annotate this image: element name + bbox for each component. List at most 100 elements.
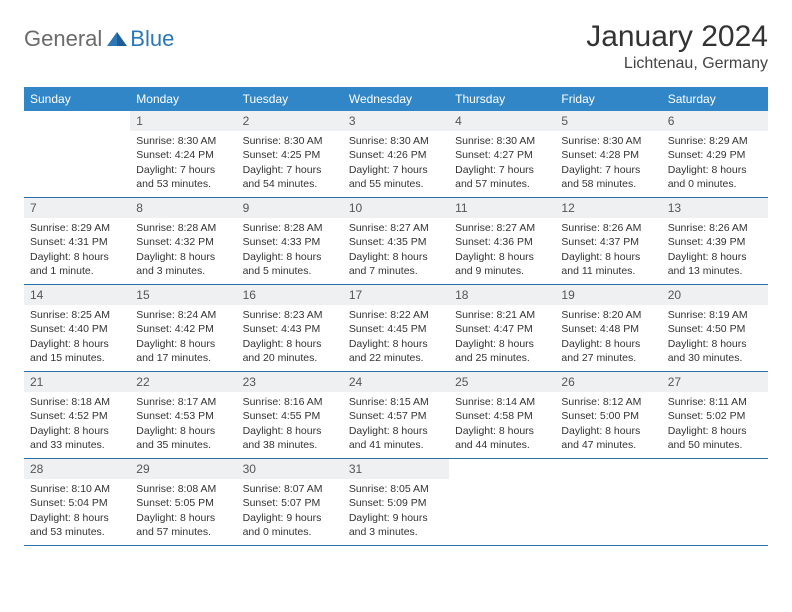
calendar-table: Sunday Monday Tuesday Wednesday Thursday… xyxy=(24,87,768,546)
day-number: 14 xyxy=(24,285,130,305)
sunrise-text: Sunrise: 8:17 AM xyxy=(136,395,230,409)
day-content: Sunrise: 8:16 AMSunset: 4:55 PMDaylight:… xyxy=(237,395,343,456)
daylight-text: Daylight: 8 hours and 9 minutes. xyxy=(455,250,549,278)
daylight-text: Daylight: 8 hours and 41 minutes. xyxy=(349,424,443,452)
calendar-week-row: 1Sunrise: 8:30 AMSunset: 4:24 PMDaylight… xyxy=(24,111,768,198)
calendar-day-cell: 18 Sunrise: 8:21 AMSunset: 4:47 PMDayligh… xyxy=(449,285,555,372)
sunset-text: Sunset: 4:57 PM xyxy=(349,409,443,423)
calendar-day-cell: 8Sunrise: 8:28 AMSunset: 4:32 PMDaylight… xyxy=(130,198,236,285)
calendar-day-cell xyxy=(449,459,555,546)
sunset-text: Sunset: 4:58 PM xyxy=(455,409,549,423)
day-content: Sunrise: 8:10 AMSunset: 5:04 PMDaylight:… xyxy=(24,482,130,543)
calendar-day-cell: 5Sunrise: 8:30 AMSunset: 4:28 PMDaylight… xyxy=(555,111,661,198)
sunset-text: Sunset: 4:39 PM xyxy=(668,235,762,249)
day-number: 19 xyxy=(555,285,661,305)
sunset-text: Sunset: 4:29 PM xyxy=(668,148,762,162)
sunset-text: Sunset: 4:42 PM xyxy=(136,322,230,336)
sunrise-text: Sunrise: 8:30 AM xyxy=(136,134,230,148)
calendar-day-cell xyxy=(24,111,130,198)
sunset-text: Sunset: 5:04 PM xyxy=(30,496,124,510)
day-number: 15 xyxy=(130,285,236,305)
logo: General Blue xyxy=(24,26,174,52)
calendar-day-cell: 2Sunrise: 8:30 AMSunset: 4:25 PMDaylight… xyxy=(237,111,343,198)
day-number: 10 xyxy=(343,198,449,218)
day-content: Sunrise: 8:15 AMSunset: 4:57 PMDaylight:… xyxy=(343,395,449,456)
sunrise-text: Sunrise: 8:30 AM xyxy=(455,134,549,148)
daylight-text: Daylight: 8 hours and 35 minutes. xyxy=(136,424,230,452)
calendar-day-cell: 14Sunrise: 8:25 AMSunset: 4:40 PMDayligh… xyxy=(24,285,130,372)
day-content xyxy=(449,482,555,486)
day-content xyxy=(24,134,130,138)
sunrise-text: Sunrise: 8:07 AM xyxy=(243,482,337,496)
sunset-text: Sunset: 5:00 PM xyxy=(561,409,655,423)
sunset-text: Sunset: 4:32 PM xyxy=(136,235,230,249)
sunset-text: Sunset: 4:31 PM xyxy=(30,235,124,249)
sunrise-text: Sunrise: 8:28 AM xyxy=(136,221,230,235)
calendar-day-cell: 28Sunrise: 8:10 AMSunset: 5:04 PMDayligh… xyxy=(24,459,130,546)
sunrise-text: Sunrise: 8:29 AM xyxy=(30,221,124,235)
sunrise-text: Sunrise: 8:19 AM xyxy=(668,308,762,322)
sunrise-text: Sunrise: 8:15 AM xyxy=(349,395,443,409)
daylight-text: Daylight: 7 hours and 54 minutes. xyxy=(243,163,337,191)
location: Lichtenau, Germany xyxy=(586,55,768,73)
day-content: Sunrise: 8:27 AMSunset: 4:36 PMDaylight:… xyxy=(449,221,555,282)
day-number: 16 xyxy=(237,285,343,305)
day-number: 30 xyxy=(237,459,343,479)
day-number: 13 xyxy=(662,198,768,218)
daylight-text: Daylight: 7 hours and 53 minutes. xyxy=(136,163,230,191)
daylight-text: Daylight: 8 hours and 38 minutes. xyxy=(243,424,337,452)
daylight-text: Daylight: 9 hours and 0 minutes. xyxy=(243,511,337,539)
day-number: 29 xyxy=(130,459,236,479)
daylight-text: Daylight: 8 hours and 25 minutes. xyxy=(455,337,549,365)
sunset-text: Sunset: 4:35 PM xyxy=(349,235,443,249)
sunset-text: Sunset: 5:07 PM xyxy=(243,496,337,510)
sunrise-text: Sunrise: 8:10 AM xyxy=(30,482,124,496)
day-content: Sunrise: 8:18 AMSunset: 4:52 PMDaylight:… xyxy=(24,395,130,456)
day-content: Sunrise: 8:30 AMSunset: 4:24 PMDaylight:… xyxy=(130,134,236,195)
day-number: 9 xyxy=(237,198,343,218)
sunrise-text: Sunrise: 8:27 AM xyxy=(349,221,443,235)
title-block: January 2024 Lichtenau, Germany xyxy=(586,20,768,73)
day-number: 7 xyxy=(24,198,130,218)
weekday-header: Saturday xyxy=(662,87,768,111)
calendar-day-cell: 27Sunrise: 8:11 AMSunset: 5:02 PMDayligh… xyxy=(662,372,768,459)
sunset-text: Sunset: 4:28 PM xyxy=(561,148,655,162)
sunrise-text: Sunrise: 8:21 AM xyxy=(455,308,549,322)
day-number: 2 xyxy=(237,111,343,131)
sunset-text: Sunset: 4:48 PM xyxy=(561,322,655,336)
sunset-text: Sunset: 4:55 PM xyxy=(243,409,337,423)
sunrise-text: Sunrise: 8:28 AM xyxy=(243,221,337,235)
month-title: January 2024 xyxy=(586,20,768,53)
daylight-text: Daylight: 8 hours and 33 minutes. xyxy=(30,424,124,452)
calendar-day-cell: 4Sunrise: 8:30 AMSunset: 4:27 PMDaylight… xyxy=(449,111,555,198)
sunset-text: Sunset: 4:47 PM xyxy=(455,322,549,336)
header: General Blue January 2024 Lichtenau, Ger… xyxy=(24,20,768,73)
day-content: Sunrise: 8:29 AMSunset: 4:29 PMDaylight:… xyxy=(662,134,768,195)
calendar-day-cell: 25Sunrise: 8:14 AMSunset: 4:58 PMDayligh… xyxy=(449,372,555,459)
calendar-day-cell: 19Sunrise: 8:20 AMSunset: 4:48 PMDayligh… xyxy=(555,285,661,372)
weekday-header: Tuesday xyxy=(237,87,343,111)
calendar-day-cell: 6Sunrise: 8:29 AMSunset: 4:29 PMDaylight… xyxy=(662,111,768,198)
calendar-day-cell: 7Sunrise: 8:29 AMSunset: 4:31 PMDaylight… xyxy=(24,198,130,285)
day-content: Sunrise: 8:21 AMSunset: 4:47 PMDaylight:… xyxy=(449,308,555,369)
day-content: Sunrise: 8:30 AMSunset: 4:27 PMDaylight:… xyxy=(449,134,555,195)
daylight-text: Daylight: 8 hours and 27 minutes. xyxy=(561,337,655,365)
sunset-text: Sunset: 4:52 PM xyxy=(30,409,124,423)
sunset-text: Sunset: 5:05 PM xyxy=(136,496,230,510)
calendar-week-row: 14Sunrise: 8:25 AMSunset: 4:40 PMDayligh… xyxy=(24,285,768,372)
day-number: 3 xyxy=(343,111,449,131)
calendar-day-cell: 11Sunrise: 8:27 AMSunset: 4:36 PMDayligh… xyxy=(449,198,555,285)
day-number: 24 xyxy=(343,372,449,392)
daylight-text: Daylight: 8 hours and 5 minutes. xyxy=(243,250,337,278)
day-content: Sunrise: 8:17 AMSunset: 4:53 PMDaylight:… xyxy=(130,395,236,456)
day-content: Sunrise: 8:30 AMSunset: 4:28 PMDaylight:… xyxy=(555,134,661,195)
calendar-day-cell xyxy=(555,459,661,546)
sunset-text: Sunset: 4:36 PM xyxy=(455,235,549,249)
sunrise-text: Sunrise: 8:30 AM xyxy=(561,134,655,148)
calendar-day-cell: 30 Sunrise: 8:07 AMSunset: 5:07 PMDayligh… xyxy=(237,459,343,546)
daylight-text: Daylight: 8 hours and 3 minutes. xyxy=(136,250,230,278)
day-number: 18 xyxy=(449,285,555,305)
sunrise-text: Sunrise: 8:23 AM xyxy=(243,308,337,322)
weekday-header: Wednesday xyxy=(343,87,449,111)
calendar-week-row: 21Sunrise: 8:18 AMSunset: 4:52 PMDayligh… xyxy=(24,372,768,459)
